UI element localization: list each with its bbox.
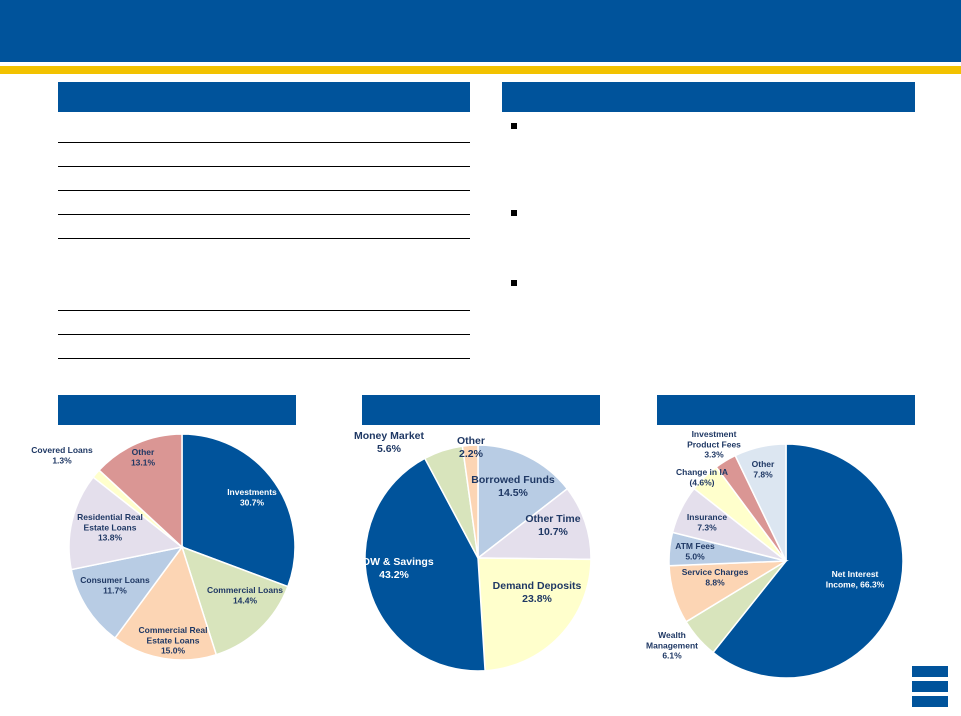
title-banner [0, 0, 961, 62]
pie-label-net-interest-income: Net Interest Income, 66.3% [826, 569, 885, 589]
bullet-marker [511, 123, 517, 129]
gold-accent-bar [0, 66, 961, 74]
pie-label-other: Other 13.1% [131, 447, 156, 467]
table-rule [58, 190, 470, 191]
pie-label-other: Other 2.2% [457, 435, 485, 460]
table-rule [58, 310, 470, 311]
pie-label-insurance: Insurance 7.3% [687, 512, 727, 532]
loan-mix-chart-header [58, 395, 296, 425]
pie-label-investment-product-fees: Investment Product Fees 3.3% [687, 429, 741, 460]
table-rule [58, 238, 470, 239]
table-rule [58, 214, 470, 215]
funding-mix-chart-header [362, 395, 600, 425]
pie-label-money-market: Money Market 5.6% [354, 430, 425, 455]
table-rule [58, 358, 470, 359]
pie-label-demand-deposits: Demand Deposits 23.8% [493, 580, 582, 605]
table-rule [58, 166, 470, 167]
pie-label-atm-fees: ATM Fees 5.0% [675, 541, 715, 561]
pie-label-other-time: Other Time 10.7% [525, 513, 580, 538]
pie-slice-net-interest-income [711, 443, 904, 679]
pie-slice-demand-deposits [477, 557, 592, 672]
pie-label-residential-real-estate-loans: Residential Real Estate Loans 13.8% [77, 512, 143, 543]
company-logo-icon [912, 666, 948, 708]
left-table-header [58, 82, 470, 112]
bullet-marker [511, 210, 517, 216]
pie-label-now-savings: NOW & Savings 43.2% [354, 556, 434, 581]
pie-slice-investments [181, 433, 296, 588]
funding-mix-pie-chart: Borrowed Funds 14.5% Other Time 10.7% Demand… [354, 430, 592, 672]
pie-label-other: Other 7.8% [752, 459, 775, 479]
pie-slice-other-time [475, 487, 592, 561]
pie-slice-residential-real-estate-loans [68, 476, 184, 571]
bullet-marker [511, 280, 517, 286]
pie-label-service-charges: Service Charges 8.8% [682, 567, 749, 587]
pie-slice-commercial-real-estate-loans [113, 545, 218, 661]
table-rule [58, 142, 470, 143]
pie-slice-other [98, 433, 183, 549]
pie-label-consumer-loans: Consumer Loans 11.7% [80, 575, 150, 595]
pie-label-commercial-real-estate-loans: Commercial Real Estate Loans 15.0% [139, 625, 208, 656]
pie-label-borrowed-funds: Borrowed Funds 14.5% [471, 474, 555, 499]
pie-label-commercial-loans: Commercial Loans 14.4% [207, 585, 283, 605]
table-rule [58, 334, 470, 335]
right-bullets-header [502, 82, 915, 112]
asset-mix-pie-chart: Investments 30.7% Commercial Loans 14.4% Com… [31, 433, 296, 661]
pie-slice-now-savings [364, 457, 486, 672]
pie-label-investments: Investments 30.7% [227, 487, 277, 507]
pie-slice-consumer-loans [70, 545, 184, 640]
revenue-mix-pie-chart: Net Interest Income, 66.3% Wealth Managemen… [646, 429, 904, 679]
pie-slice-borrowed-funds [477, 444, 569, 560]
revenue-mix-chart-header [657, 395, 915, 425]
pie-slice-other [734, 443, 787, 562]
pie-slice-other [461, 444, 479, 559]
pie-label-wealth-management: Wealth Management 6.1% [646, 630, 698, 661]
pie-label-covered-loans: Covered Loans 1.3% [31, 445, 93, 465]
pie-label-change-in-ia: Change in IA (4.6%) [676, 467, 728, 487]
